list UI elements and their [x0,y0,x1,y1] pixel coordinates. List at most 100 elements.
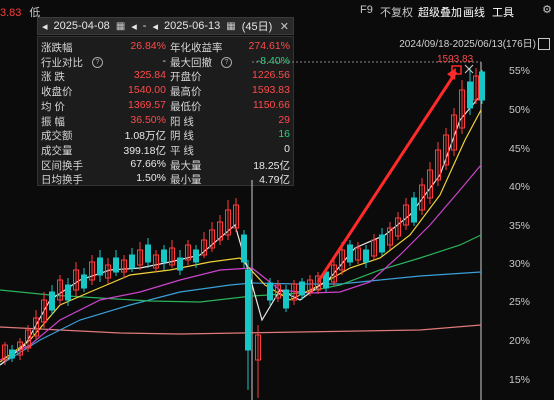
candle-body [363,249,369,263]
axis-percent-label: 15% [508,374,530,386]
candle-body [169,247,175,266]
stat-value: 1.50% [136,172,166,185]
calendar-icon[interactable]: ▦ [115,20,126,32]
axis-percent-label: 25% [508,296,530,308]
candle-body [89,261,95,281]
candle-body [255,334,261,361]
calendar-icon[interactable]: ▦ [226,20,236,32]
stat-label: 阳 线 [170,115,194,128]
candle-body [65,284,71,301]
candle-body [153,254,159,269]
candle-body [403,204,409,226]
candle-body [387,227,393,246]
stat-label: 阴 线 [170,130,194,143]
candle-body [81,274,87,289]
stat-label: 区间换手 [41,159,83,172]
stat-row: 成交额 1.08万亿阴 线 16 [38,128,295,143]
prev-end-arrow[interactable]: ◂ [131,20,137,33]
stat-label: 行业对比 [41,56,83,69]
settings-icon[interactable]: ⚙ [542,4,552,16]
next-end-arrow[interactable]: ◂ [152,20,158,33]
candle-body [419,184,425,211]
candle-body [241,234,247,263]
candle-body [105,264,111,279]
stat-label: 收盘价 [41,86,73,99]
stat-row: 振 幅 36.50% 阳 线 29 [38,114,295,129]
stat-value: 67.66% [130,157,166,170]
ma20-line [0,164,482,361]
candle-body [275,284,281,299]
axis-percent-label: 35% [508,220,530,232]
candle-body [379,234,385,253]
low-label: 低 [29,7,41,19]
candle-body [347,244,353,263]
candle-body [467,81,473,109]
left-price-fragment: 3.83 低 [0,4,40,20]
help-icon[interactable]: ? [221,56,232,68]
candle-body [233,204,239,229]
stat-label: 成交量 [41,144,73,157]
candle-body [411,197,417,223]
candle-body [73,269,79,291]
stat-label: 最小量 [170,174,202,187]
candle-body [307,279,313,293]
candle-body [473,75,479,101]
left-value: 3.83 [0,7,22,19]
no-adjust-button[interactable]: 不复权 [380,7,413,19]
date-separator: - [142,20,147,32]
stat-value: - [162,54,167,67]
candle-body [9,349,15,359]
stat-value: 4.79亿 [259,174,290,187]
stat-label: 平 线 [170,144,194,157]
interval-date-selector: ◂ 2025-04-08 ▦ ◂ - ◂ 2025-06-13 ▦ (45日) … [37,17,294,35]
candle-body [193,249,199,263]
start-date[interactable]: 2025-04-08 [53,20,110,32]
stat-row: 收盘价 1540.00 最高价 1593.83 [38,84,295,99]
stat-value: 0 [284,142,290,155]
help-icon[interactable]: ? [92,56,103,68]
close-icon [464,64,474,74]
stat-label: 成交额 [41,130,73,143]
range-checkbox-icon[interactable] [538,38,550,51]
stat-row: 涨 跌 325.84 开盘价 1226.56 [38,69,295,84]
stat-value: 399.18亿 [123,144,166,157]
high-marker-box [451,65,462,75]
stat-row: 涨跌幅 26.84% 年化收益率 274.61% [38,40,295,55]
super-overlay-button[interactable]: 超级叠加 [418,7,462,19]
stat-value: 16 [278,128,290,141]
tools-button[interactable]: 工具 [492,7,514,19]
candlestick-chart[interactable]: 1593.83 [0,40,554,400]
stat-label: 最大回撤 [170,56,212,69]
candle-body [355,247,361,261]
draw-line-button[interactable]: 画线 [463,7,485,19]
stat-label: 最大量 [170,159,202,172]
stat-label: 日均换手 [41,174,83,187]
ma60-line [0,271,482,366]
candle-body [97,257,103,276]
f9-button[interactable]: F9 [360,4,373,16]
candle-body [339,249,345,271]
axis-percent-label: 55% [508,65,530,77]
stat-value: 325.84 [133,69,166,82]
day-count: (45日) [241,21,273,33]
axis-percent-label: 20% [508,335,530,347]
candle-body [225,209,231,236]
candle-body [41,299,47,323]
stat-label: 年化收益率 [170,42,223,54]
candle-body [129,254,135,269]
candle-body [395,217,401,237]
candle-body [177,257,183,271]
candle-body [25,329,31,349]
candle-body [299,281,305,296]
candle-body [283,289,289,309]
stat-row: 成交量 399.18亿平 线 0 [38,143,295,158]
axis-percent-label: 45% [508,143,530,155]
end-date[interactable]: 2025-06-13 [164,20,221,32]
close-icon[interactable]: ✕ [279,20,289,33]
prev-start-arrow[interactable]: ◂ [42,20,48,33]
candle-body [209,229,215,249]
candle-body [57,279,63,301]
date-range-label: 2024/09/18-2025/06/13(176日) [399,35,550,51]
candle-body [17,341,23,356]
stat-label: 涨 跌 [41,71,65,84]
